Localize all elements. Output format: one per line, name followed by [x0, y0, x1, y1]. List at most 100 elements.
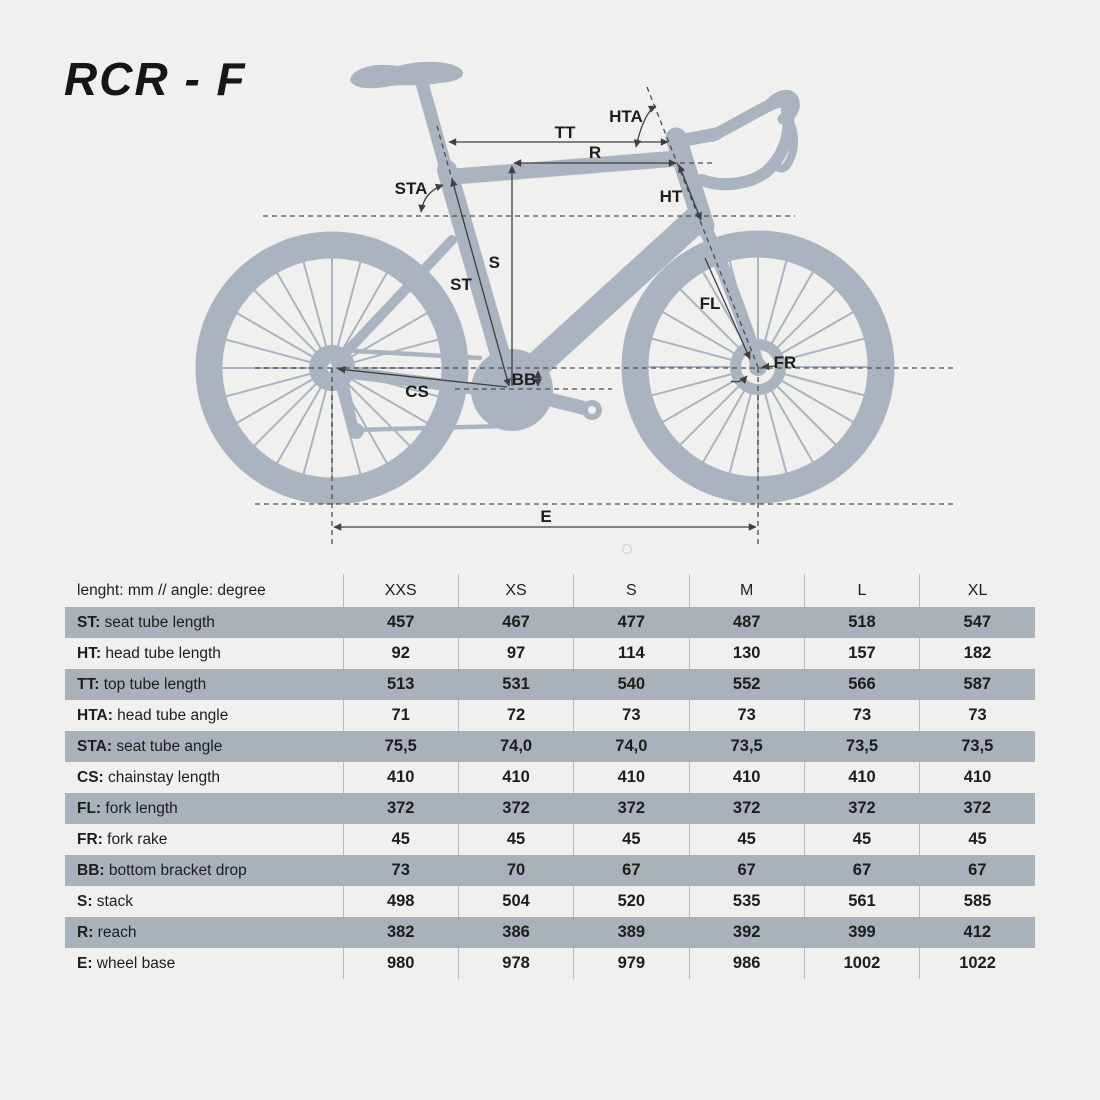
- cs-label: CS: [405, 382, 429, 401]
- row-code: S:: [77, 892, 93, 910]
- geometry-value: 70: [458, 855, 574, 886]
- geometry-value: 980: [342, 948, 459, 979]
- row-code: E:: [77, 954, 93, 972]
- geometry-value: 73: [343, 855, 459, 886]
- geometry-value: 45: [803, 824, 920, 855]
- geometry-value: 410: [688, 762, 805, 793]
- row-label: FL: fork length: [65, 793, 344, 824]
- saddle: [350, 61, 463, 89]
- ht-arrow: [678, 164, 702, 221]
- table-row: S: stack 498 504 520 535 561 585: [65, 886, 1035, 917]
- geometry-value: 67: [689, 855, 805, 886]
- geometry-value: 73: [919, 700, 1035, 731]
- fork: [696, 217, 764, 370]
- reference-lines: [255, 86, 955, 545]
- geometry-value: 74,0: [573, 731, 689, 762]
- column-header-xl: XL: [919, 574, 1035, 607]
- geometry-value: 498: [342, 886, 459, 917]
- seatpost: [415, 76, 454, 179]
- geometry-value: 67: [919, 855, 1035, 886]
- geometry-value: 73: [688, 700, 805, 731]
- table-row: FL: fork length 372 372 372 372 372 372: [65, 793, 1035, 824]
- unit-note: lenght: mm // angle: degree: [77, 581, 266, 599]
- row-code: FR:: [77, 830, 103, 848]
- top-tube: [441, 151, 679, 185]
- geometry-value: 587: [919, 669, 1035, 700]
- geometry-value: 372: [458, 793, 574, 824]
- geometry-value: 45: [342, 824, 459, 855]
- geometry-value: 73,5: [804, 731, 920, 762]
- tt-label: TT: [555, 123, 576, 142]
- geometry-value: 410: [342, 762, 459, 793]
- geometry-value: 389: [573, 917, 689, 948]
- row-code: ST:: [77, 613, 101, 631]
- steering-axis: [646, 86, 761, 373]
- table-row: CS: chainstay length 410 410 410 410 410 410: [65, 762, 1035, 793]
- geometry-table: lenght: mm // angle: degree XXS XS S M L…: [65, 574, 1035, 979]
- bike-geometry-diagram: TT R HTA STA HT S ST CS BB FL FR E: [195, 61, 955, 545]
- geometry-value: 566: [804, 669, 920, 700]
- r-label: R: [589, 143, 601, 162]
- st-label: ST: [450, 275, 472, 294]
- geometry-value: 157: [803, 638, 920, 669]
- geometry-value: 535: [688, 886, 805, 917]
- table-row: ST: seat tube length 457 467 477 487 518 547: [65, 607, 1035, 638]
- row-label: R: reach: [65, 917, 344, 948]
- row-code: HTA:: [77, 706, 113, 724]
- fl-label: FL: [700, 294, 721, 313]
- geometry-value: 979: [573, 948, 689, 979]
- row-label: HT: head tube length: [77, 644, 221, 662]
- geometry-value: 45: [457, 824, 574, 855]
- ht-label: HT: [660, 187, 683, 206]
- geometry-value: 487: [689, 607, 805, 638]
- down-tube: [499, 205, 711, 401]
- table-row: E: wheel base 980 978 979 986 1002 1022: [65, 948, 1035, 979]
- geometry-value: 410: [573, 762, 689, 793]
- geometry-table-body: ST: seat tube length 457 467 477 487 518 547 HT…: [65, 607, 1035, 979]
- bike-silhouette: [195, 61, 895, 505]
- sta-arc: [418, 183, 444, 213]
- geometry-value: 372: [804, 793, 920, 824]
- geometry-value: 561: [803, 886, 920, 917]
- geometry-value: 513: [343, 669, 459, 700]
- geometry-value: 73,5: [689, 731, 805, 762]
- geometry-value: 1022: [919, 948, 1035, 979]
- cs-arrow: [337, 365, 508, 388]
- geometry-value: 73,5: [919, 731, 1035, 762]
- geometry-value: 457: [343, 607, 459, 638]
- column-header-m: M: [688, 574, 805, 607]
- handlebar: [696, 95, 795, 191]
- geometry-value: 74,0: [458, 731, 574, 762]
- geometry-value: 72: [457, 700, 574, 731]
- row-label: E: wheel base: [77, 954, 176, 972]
- row-code: CS:: [77, 768, 104, 786]
- geometry-value: 1002: [803, 948, 920, 979]
- geometry-value: 67: [804, 855, 920, 886]
- row-code: FL:: [77, 799, 102, 817]
- row-code: R:: [77, 923, 94, 941]
- decor-circle: [622, 544, 632, 554]
- geometry-value: 477: [573, 607, 689, 638]
- seat-stay: [331, 235, 457, 368]
- fr-leader-arrow: [761, 362, 776, 371]
- geometry-value: 552: [689, 669, 805, 700]
- row-label: S: stack: [77, 892, 133, 910]
- geometry-value: 372: [343, 793, 459, 824]
- e-label: E: [540, 507, 551, 526]
- geometry-value: 75,5: [343, 731, 459, 762]
- table-row: FR: fork rake 45 45 45 45 45 45: [65, 824, 1035, 855]
- table-row: HTA: head tube angle 71 72 73 73 73 73: [65, 700, 1035, 731]
- geometry-value: 392: [689, 917, 805, 948]
- row-label: BB: bottom bracket drop: [65, 855, 344, 886]
- column-header-xs: XS: [457, 574, 574, 607]
- rear-derailleur: [335, 368, 359, 434]
- geometry-value: 986: [688, 948, 805, 979]
- geometry-value: 540: [573, 669, 689, 700]
- geometry-value: 504: [457, 886, 574, 917]
- bb-label: BB: [512, 370, 537, 389]
- table-row: BB: bottom bracket drop 73 70 67 67 67 67: [65, 855, 1035, 886]
- geometry-value: 73: [803, 700, 920, 731]
- chain-bottom: [349, 423, 508, 433]
- geometry-value: 412: [919, 917, 1035, 948]
- geometry-value: 520: [573, 886, 689, 917]
